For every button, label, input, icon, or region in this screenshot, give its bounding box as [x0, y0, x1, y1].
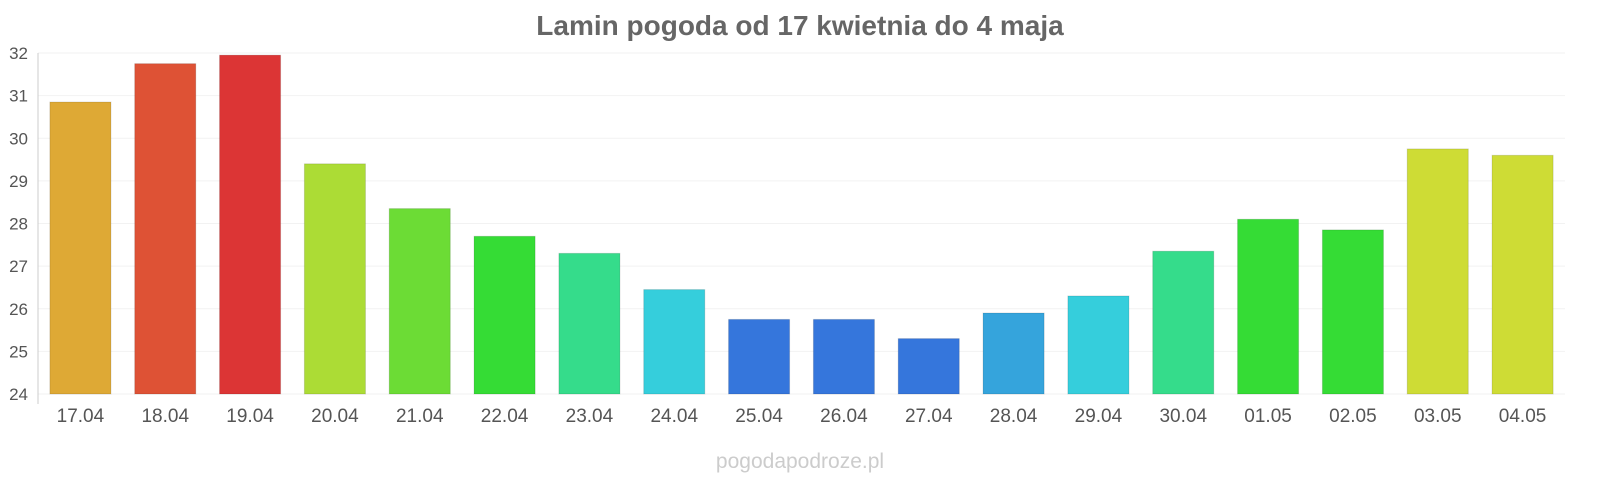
bars: [49, 54, 1554, 395]
x-tick-label: 21.04: [396, 406, 444, 427]
bar: [303, 163, 366, 395]
bar: [1237, 218, 1300, 395]
y-tick-label: 30: [9, 129, 28, 148]
tick-labels: 24 25 26 27 28 29 30 31 32 17.04 18.04 19.04 20.04 21…: [9, 44, 1546, 427]
bar: [558, 252, 621, 395]
x-tick-label: 22.04: [481, 406, 529, 427]
x-tick-label: 25.04: [735, 406, 783, 427]
x-tick-label: 03.05: [1414, 406, 1462, 427]
watermark-text: pogodapodroze.pl: [715, 450, 885, 473]
y-tick-label: 31: [9, 87, 28, 106]
bar: [473, 235, 536, 395]
bar: [812, 318, 875, 395]
chart-title: Lamin pogoda od 17 kwietnia do 4 maja: [536, 10, 1064, 41]
bar: [728, 318, 791, 395]
y-tick-label: 27: [9, 257, 28, 276]
x-tick-label: 01.05: [1244, 406, 1292, 427]
x-tick-label: 29.04: [1075, 406, 1123, 427]
x-tick-label: 19.04: [226, 406, 274, 427]
x-tick-label: 24.04: [650, 406, 698, 427]
bar: [1321, 229, 1384, 395]
x-tick-label: 02.05: [1329, 406, 1377, 427]
bar: [1067, 295, 1130, 395]
bar: [134, 63, 197, 395]
x-tick-label: 23.04: [566, 406, 614, 427]
bar: [388, 208, 451, 395]
bar: [643, 289, 706, 395]
x-tick-label: 26.04: [820, 406, 868, 427]
y-tick-label: 25: [9, 342, 28, 361]
gridlines: [38, 52, 1565, 395]
y-tick-label: 29: [9, 172, 28, 191]
x-tick-label: 30.04: [1159, 406, 1207, 427]
bar: [219, 54, 282, 395]
bar: [1406, 148, 1469, 395]
x-tick-label: 20.04: [311, 406, 359, 427]
y-tick-label: 24: [9, 385, 28, 404]
bar: [982, 312, 1045, 395]
x-tick-label: 27.04: [905, 406, 953, 427]
x-tick-label: 28.04: [990, 406, 1038, 427]
bar: [897, 338, 960, 395]
x-tick-label: 18.04: [141, 406, 189, 427]
x-tick-label: 17.04: [57, 406, 105, 427]
y-tick-label: 26: [9, 300, 28, 319]
bar: [1152, 250, 1215, 395]
x-tick-label: 04.05: [1499, 406, 1547, 427]
bar: [1491, 154, 1554, 395]
y-tick-label: 28: [9, 215, 28, 234]
y-tick-label: 32: [9, 44, 28, 63]
bar: [49, 101, 112, 395]
